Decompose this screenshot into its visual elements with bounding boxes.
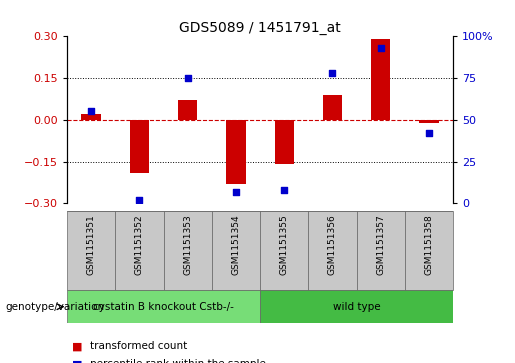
Bar — [274, 120, 294, 164]
Point — [329, 70, 337, 76]
Bar — [260, 290, 453, 323]
Point — [87, 109, 95, 114]
Bar — [212, 211, 260, 290]
Bar — [323, 95, 342, 120]
Bar — [115, 211, 163, 290]
Text: GSM1151351: GSM1151351 — [87, 215, 96, 275]
Text: GSM1151354: GSM1151354 — [231, 215, 241, 275]
Point — [425, 130, 433, 136]
Text: GSM1151353: GSM1151353 — [183, 215, 192, 275]
Bar — [356, 211, 405, 290]
Point — [135, 197, 144, 203]
Bar — [371, 39, 390, 120]
Bar — [260, 211, 308, 290]
Text: GSM1151355: GSM1151355 — [280, 215, 289, 275]
Point — [232, 189, 240, 195]
Text: genotype/variation: genotype/variation — [5, 302, 104, 312]
Title: GDS5089 / 1451791_at: GDS5089 / 1451791_at — [179, 21, 341, 35]
Bar — [163, 211, 212, 290]
Text: cystatin B knockout Cstb-/-: cystatin B knockout Cstb-/- — [93, 302, 234, 312]
Text: transformed count: transformed count — [90, 341, 187, 351]
Bar — [67, 290, 260, 323]
Bar — [178, 100, 197, 120]
Bar — [130, 120, 149, 173]
Text: GSM1151357: GSM1151357 — [376, 215, 385, 275]
Text: ■: ■ — [72, 341, 82, 351]
Bar — [81, 114, 101, 120]
Point — [376, 45, 385, 51]
Text: percentile rank within the sample: percentile rank within the sample — [90, 359, 266, 363]
Bar — [67, 211, 115, 290]
Bar — [405, 211, 453, 290]
Text: wild type: wild type — [333, 302, 381, 312]
Text: ■: ■ — [72, 359, 82, 363]
Text: GSM1151356: GSM1151356 — [328, 215, 337, 275]
Text: GSM1151352: GSM1151352 — [135, 215, 144, 275]
Point — [183, 75, 192, 81]
Text: GSM1151358: GSM1151358 — [424, 215, 434, 275]
Bar — [419, 120, 439, 123]
Point — [280, 187, 288, 193]
Bar — [226, 120, 246, 184]
Bar — [308, 211, 356, 290]
